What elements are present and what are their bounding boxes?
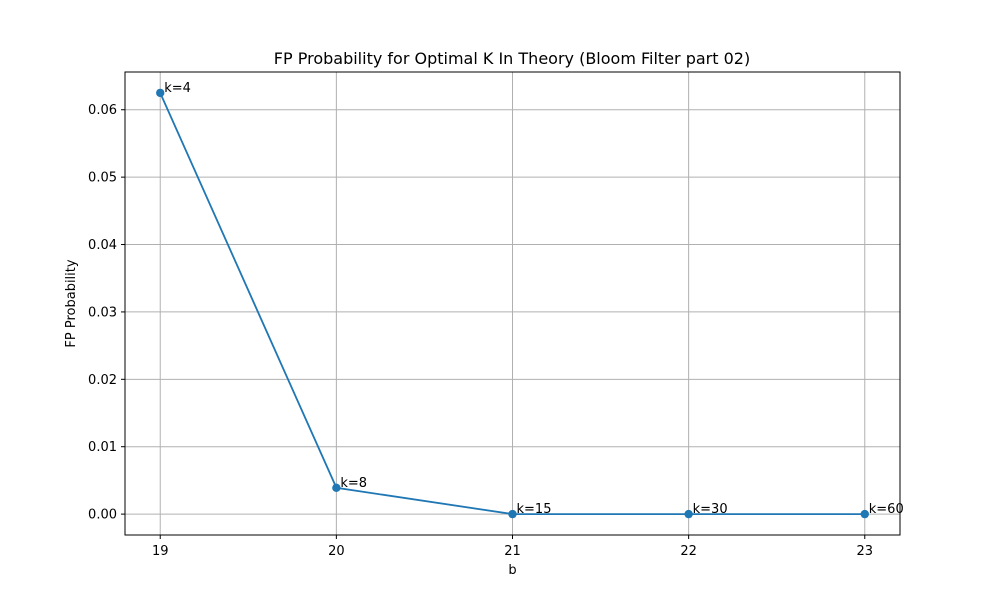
y-tick-label: 0.06	[88, 103, 117, 118]
y-tick-label: 0.03	[88, 305, 117, 320]
y-tick-label: 0.01	[88, 440, 117, 455]
data-point-label: k=8	[340, 476, 367, 491]
data-point-label: k=4	[164, 81, 191, 96]
data-point	[508, 509, 517, 519]
x-axis-label: b	[508, 563, 516, 578]
axis-ticks: 19 20 21 22 23 0.00 0.01 0.02 0.03 0.04 0.05 0.06	[88, 103, 873, 559]
x-tick-label: 23	[856, 544, 873, 559]
series-layer: k=4 k=8 k=15 k=30 k=60	[156, 81, 904, 519]
data-point-label: k=30	[693, 502, 728, 517]
y-axis-label: FP Probability	[64, 259, 79, 347]
y-tick-label: 0.02	[88, 373, 117, 388]
data-point	[860, 509, 869, 519]
data-point	[684, 509, 693, 519]
data-point	[332, 483, 341, 493]
x-tick-label: 19	[152, 544, 169, 559]
x-tick-label: 22	[680, 544, 697, 559]
data-point	[156, 88, 165, 98]
y-tick-label: 0.05	[88, 171, 117, 186]
data-point-label: k=15	[517, 502, 552, 517]
x-tick-label: 21	[504, 544, 521, 559]
y-tick-label: 0.00	[88, 508, 117, 523]
data-point-label: k=60	[869, 502, 904, 517]
chart-title: FP Probability for Optimal K In Theory (…	[274, 49, 750, 68]
plot-frame	[124, 71, 901, 536]
x-tick-label: 20	[328, 544, 345, 559]
y-tick-label: 0.04	[88, 238, 117, 253]
